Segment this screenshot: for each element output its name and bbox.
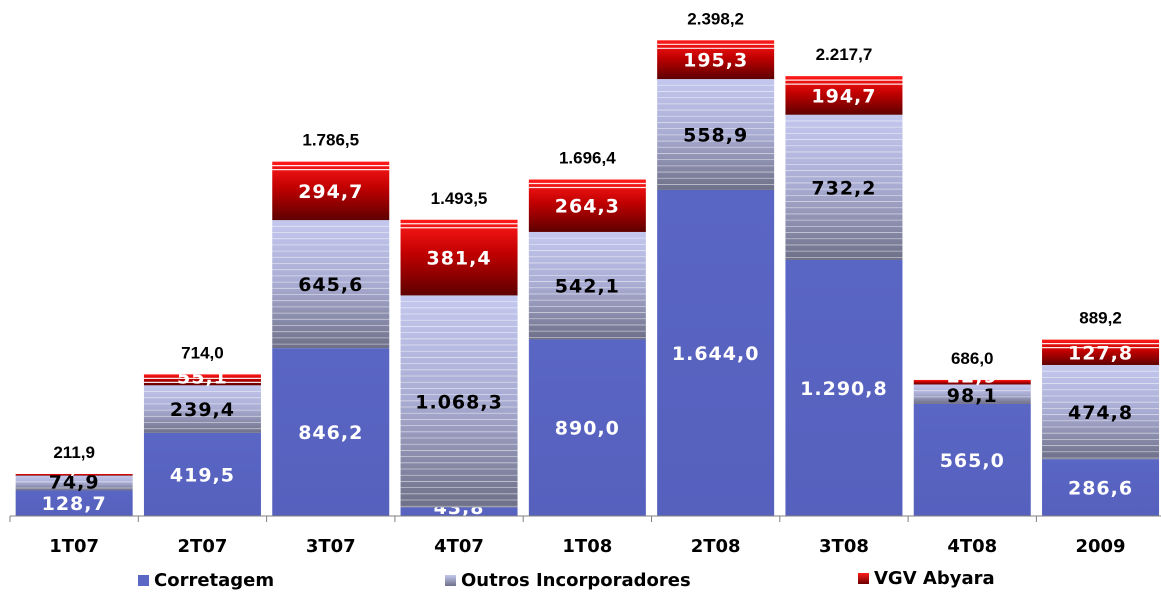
data-label-vgv-abyara-3t08: 194,7: [811, 85, 876, 107]
x-tick-label-4t08: 4T08: [947, 536, 997, 557]
bar-outros-incorporadores-2009: [1042, 364, 1160, 460]
bar-corretagem-4t08: [913, 403, 1031, 516]
data-label-vgv-abyara-1t07: 8,3: [56, 457, 93, 479]
data-label-corretagem-3t07: 846,2: [298, 422, 363, 444]
data-label-vgv-abyara-2009: 127,8: [1068, 342, 1133, 364]
bar-stack-2t08: 1.644,0 558,9 195,3 2.398,2: [657, 9, 775, 516]
bar-corretagem-3t08: [785, 259, 903, 516]
bar-corretagem-4t07: [400, 507, 518, 516]
bar-outros-incorporadores-1t08: [528, 231, 646, 340]
bar-stack-3t07: 846,2 645,6 294,7 1.786,5: [272, 131, 390, 516]
total-label-2t07: 714,0: [181, 343, 224, 362]
bar-vgv-abyara-2t07: [143, 374, 261, 386]
legend-outros: Outros Incorporadores: [445, 568, 691, 592]
bar-vgv-abyara-4t08: [913, 379, 1031, 385]
x-tick-label-2t08: 2T08: [691, 536, 741, 557]
bar-corretagem-2t08: [657, 189, 775, 516]
total-label-1t07: 211,9: [53, 443, 95, 462]
data-label-outros-incorporadores-2t08: 558,9: [683, 124, 748, 146]
legend-label-outros: Outros Incorporadores: [461, 569, 691, 591]
data-label-corretagem-4t08: 565,0: [940, 450, 1005, 472]
bar-outros-incorporadores-3t07: [272, 220, 390, 349]
data-label-outros-incorporadores-2t07: 239,4: [170, 399, 235, 421]
x-tick-label-2t07: 2T07: [178, 536, 228, 557]
data-label-vgv-abyara-4t07: 381,4: [426, 248, 491, 270]
bar-stack-2009: 286,6 474,8 127,8 889,2: [1042, 309, 1160, 516]
data-label-vgv-abyara-2t08: 195,3: [683, 50, 748, 72]
legend-label-corretagem: Corretagem: [154, 569, 275, 591]
legend-swatch-outros: [445, 574, 456, 586]
data-label-corretagem-2t08: 1.644,0: [672, 343, 760, 365]
total-label-3t08: 2.217,7: [816, 45, 873, 64]
bar-corretagem-1t07: [15, 490, 133, 516]
x-tick-label-3t07: 3T07: [306, 536, 356, 557]
legend-corretagem: Corretagem: [138, 568, 274, 592]
data-label-vgv-abyara-1t08: 264,3: [555, 196, 620, 218]
bar-corretagem-2009: [1042, 459, 1160, 516]
x-tick-label-2009: 2009: [1075, 536, 1125, 557]
legend-vgv-abyara: VGV Abyara: [858, 566, 995, 590]
data-label-outros-incorporadores-3t07: 645,6: [298, 274, 363, 296]
data-label-vgv-abyara-3t07: 294,7: [298, 181, 363, 203]
total-label-2009: 889,2: [1079, 309, 1122, 328]
data-label-outros-incorporadores-3t08: 732,2: [811, 177, 876, 199]
data-label-corretagem-1t08: 890,0: [555, 418, 620, 440]
bar-outros-incorporadores-2t07: [143, 385, 261, 433]
x-tick-label-1t08: 1T08: [562, 536, 612, 557]
bar-corretagem-1t08: [528, 339, 646, 516]
data-label-corretagem-1t07: 128,7: [42, 493, 107, 515]
bar-outros-incorporadores-4t08: [913, 384, 1031, 404]
data-label-outros-incorporadores-4t08: 98,1: [947, 385, 998, 407]
bar-vgv-abyara-1t08: [528, 179, 646, 232]
x-axis-ticks: 1T07 2T07 3T07 4T07 1T08 2T08 3T08 4T08 2009: [9, 516, 1126, 557]
total-label-4t08: 686,0: [951, 349, 994, 368]
bar-outros-incorporadores-3t08: [785, 114, 903, 260]
total-label-1t08: 1.696,4: [559, 149, 616, 168]
bar-outros-incorporadores-4t07: [400, 295, 518, 508]
bar-vgv-abyara-3t07: [272, 161, 390, 221]
data-label-outros-incorporadores-1t08: 542,1: [555, 276, 620, 298]
bar-outros-incorporadores-1t07: [15, 475, 133, 491]
legend-label-vgv-abyara: VGV Abyara: [874, 567, 995, 589]
data-label-outros-incorporadores-1t07: 74,9: [49, 471, 100, 493]
data-label-vgv-abyara-4t08: 22,9: [947, 365, 998, 387]
bar-vgv-abyara-1t07: [15, 473, 133, 476]
bar-vgv-abyara-3t08: [785, 76, 903, 115]
total-label-4t07: 1.493,5: [431, 189, 488, 208]
bar-vgv-abyara-4t07: [400, 219, 518, 296]
data-label-outros-incorporadores-4t07: 1.068,3: [415, 391, 503, 413]
data-label-vgv-abyara-2t07: 55,1: [177, 366, 228, 388]
data-label-outros-incorporadores-2009: 474,8: [1068, 402, 1133, 424]
bar-stack-2t07: 419,5 239,4 55,1 714,0: [143, 343, 261, 516]
legend-swatch-vgv-abyara: [858, 572, 869, 584]
total-label-2t08: 2.398,2: [687, 9, 744, 28]
legend-swatch-corretagem: [138, 574, 149, 586]
bar-vgv-abyara-2t08: [657, 40, 775, 80]
bar-stack-1t08: 890,0 542,1 264,3 1.696,4: [528, 149, 646, 516]
total-label-3t07: 1.786,5: [302, 131, 359, 150]
bar-corretagem-2t07: [143, 432, 261, 516]
x-tick-label-3t08: 3T08: [819, 536, 869, 557]
data-label-corretagem-2009: 286,6: [1068, 478, 1133, 500]
bar-corretagem-3t07: [272, 348, 390, 516]
x-tick-label-1t07: 1T07: [49, 536, 99, 557]
data-label-corretagem-3t08: 1.290,8: [800, 378, 888, 400]
data-label-corretagem-2t07: 419,5: [170, 464, 235, 486]
x-tick-label-4t07: 4T07: [434, 536, 484, 557]
bar-stack-3t08: 1.290,8 732,2 194,7 2.217,7: [785, 45, 903, 516]
